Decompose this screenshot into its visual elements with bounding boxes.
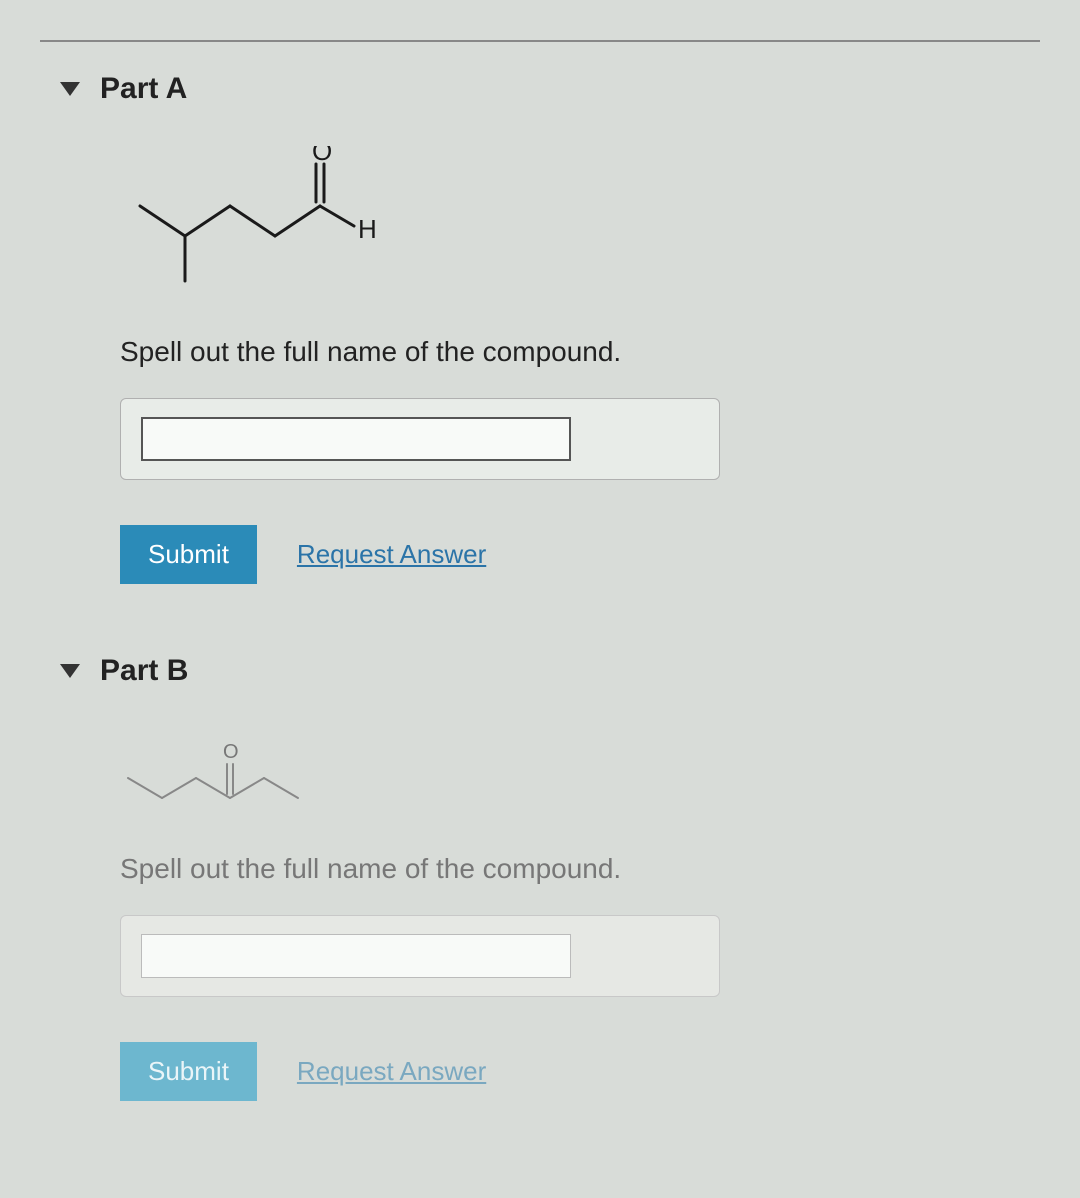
atom-label-o: O [312, 146, 332, 166]
part-b-submit-button[interactable]: Submit [120, 1042, 257, 1101]
part-b-answer-input[interactable] [141, 934, 571, 978]
part-b-request-answer-link[interactable]: Request Answer [297, 1056, 486, 1087]
part-a-prompt: Spell out the full name of the compound. [120, 336, 1020, 368]
part-b-header[interactable]: Part B [60, 654, 1020, 688]
atom-label-o-b: O [223, 741, 239, 763]
part-b-prompt: Spell out the full name of the compound. [120, 853, 1020, 885]
molecule-b-svg: O [120, 728, 330, 823]
atom-label-h: H [358, 214, 377, 244]
part-a-header[interactable]: Part A [60, 72, 1020, 106]
part-a-molecule: O H [130, 146, 1020, 306]
collapse-caret-icon[interactable] [60, 664, 80, 678]
part-b-section: Part B O Spell out the full name of the … [60, 654, 1020, 1101]
part-a-request-answer-link[interactable]: Request Answer [297, 539, 486, 570]
molecule-a-svg: O H [130, 146, 410, 306]
part-b-molecule: O [120, 728, 1020, 823]
part-b-input-wrap [120, 915, 720, 997]
collapse-caret-icon[interactable] [60, 82, 80, 96]
part-a-answer-input[interactable] [141, 417, 571, 461]
part-b-button-row: Submit Request Answer [120, 1042, 1020, 1101]
part-a-section: Part A O H [60, 72, 1020, 584]
part-a-input-wrap [120, 398, 720, 480]
divider-line [40, 40, 1040, 42]
part-a-submit-button[interactable]: Submit [120, 525, 257, 584]
part-b-title: Part B [100, 654, 188, 688]
part-a-title: Part A [100, 72, 187, 106]
part-a-button-row: Submit Request Answer [120, 525, 1020, 584]
